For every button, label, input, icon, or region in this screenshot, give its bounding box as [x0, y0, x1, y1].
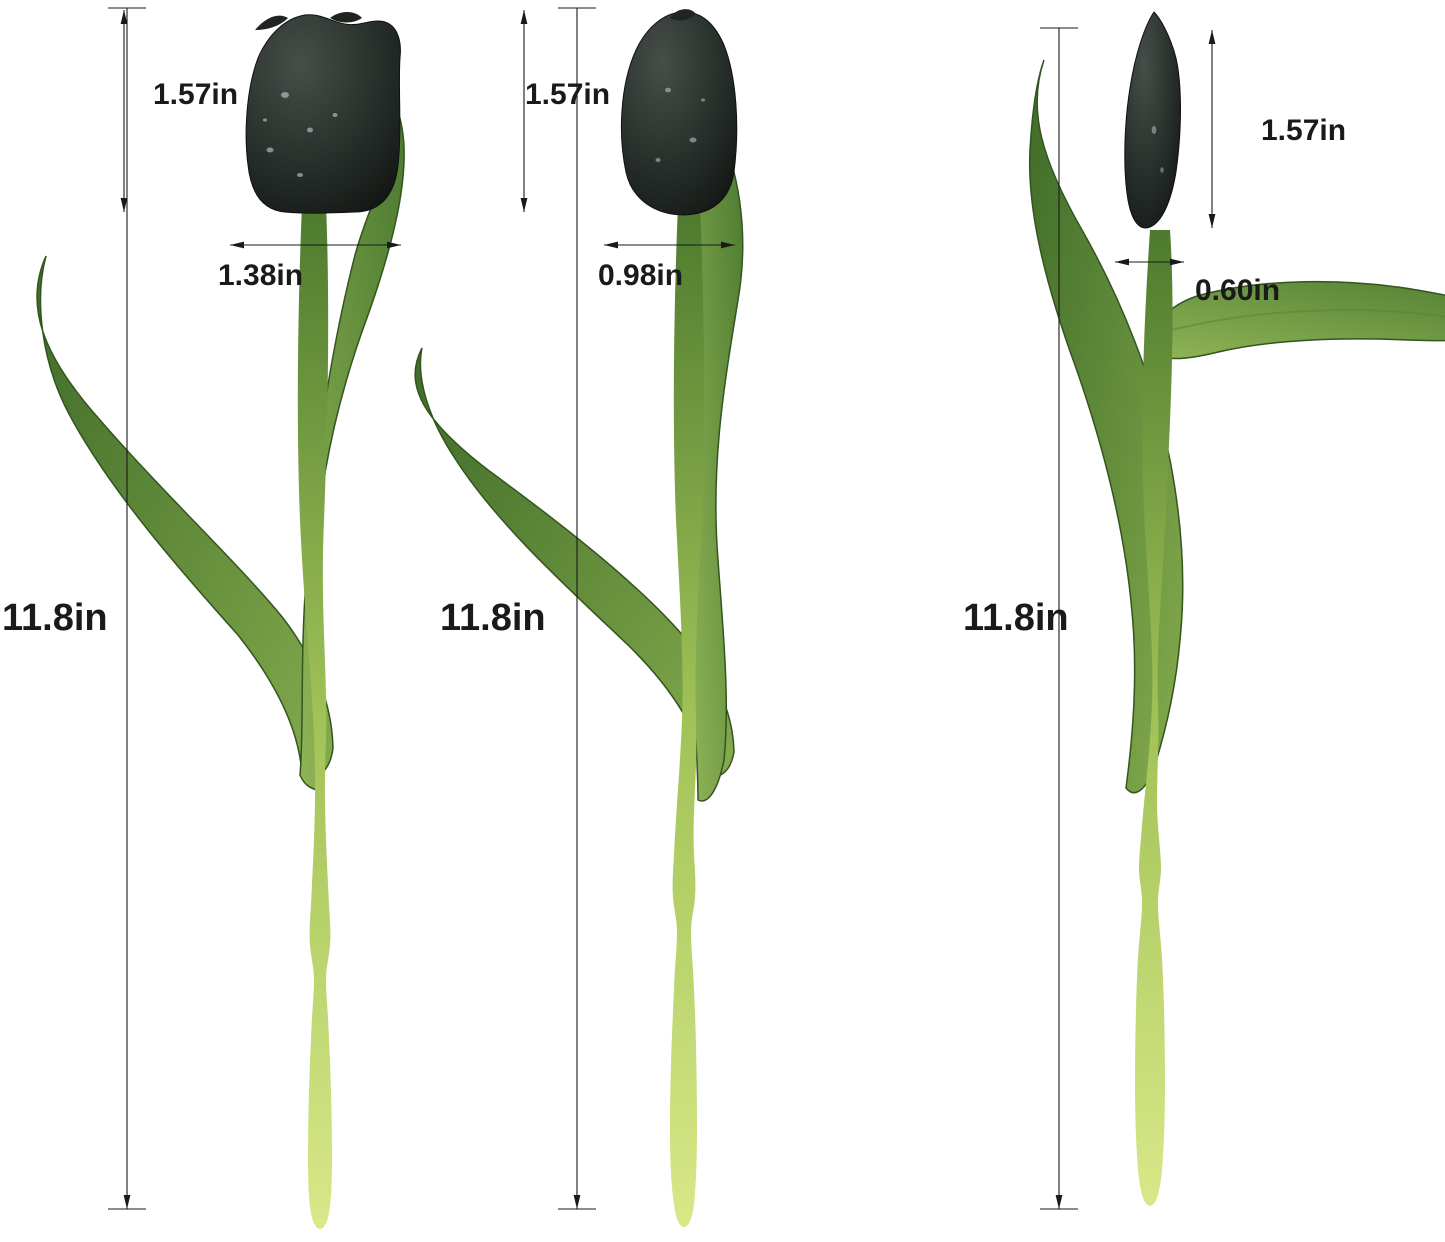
- svg-text:11.8in: 11.8in: [2, 597, 108, 639]
- svg-text:11.8in: 11.8in: [440, 597, 546, 639]
- svg-text:1.57in: 1.57in: [525, 78, 610, 111]
- svg-text:0.98in: 0.98in: [598, 259, 683, 292]
- svg-text:11.8in: 11.8in: [963, 597, 1069, 639]
- svg-text:1.57in: 1.57in: [153, 78, 238, 111]
- svg-text:0.60in: 0.60in: [1195, 274, 1280, 307]
- svg-text:1.57in: 1.57in: [1261, 114, 1346, 147]
- svg-text:1.38in: 1.38in: [218, 259, 303, 292]
